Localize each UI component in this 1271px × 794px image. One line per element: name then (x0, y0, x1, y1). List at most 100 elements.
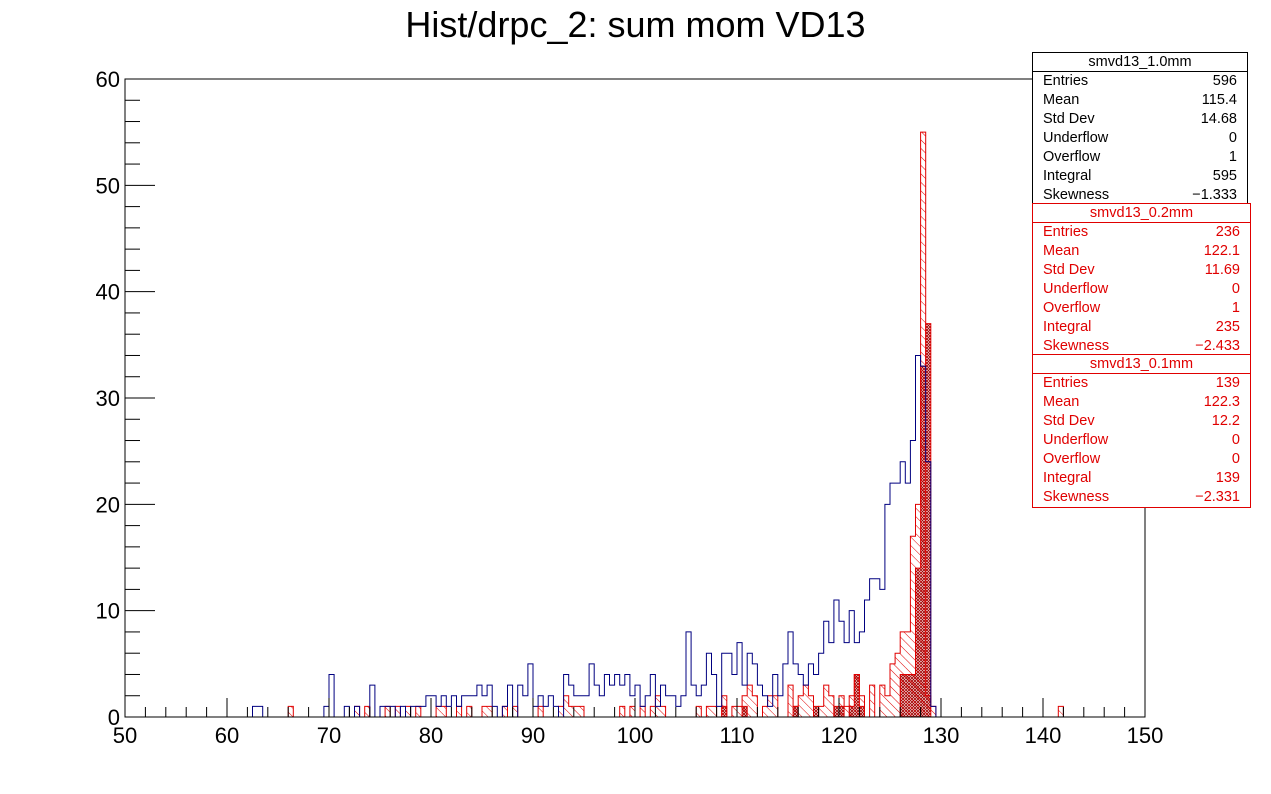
stats-value: 0 (1231, 281, 1240, 297)
bin-smvd13_0.2mm (385, 706, 391, 717)
x-tick-label: 60 (215, 723, 239, 748)
stats-label: Std Dev (1043, 111, 1095, 127)
bin-smvd13_0.2mm (711, 706, 717, 717)
stats-label: Overflow (1043, 451, 1101, 467)
stats-value: 139 (1215, 470, 1240, 486)
stats-value: 0 (1228, 130, 1237, 146)
stats-value: 596 (1212, 73, 1237, 89)
stats-value: −2.331 (1195, 489, 1240, 505)
bin-smvd13_0.2mm (660, 706, 666, 717)
stats-value: 0 (1231, 432, 1240, 448)
stats-row: Overflow 0 (1033, 450, 1250, 469)
bin-smvd13_0.2mm (879, 685, 885, 717)
stats-box-title: smvd13_0.1mm (1033, 355, 1250, 374)
stats-row: Std Dev 12.2 (1033, 412, 1250, 431)
stats-value: 122.1 (1203, 243, 1240, 259)
y-tick-label: 50 (96, 173, 120, 198)
x-tick-label: 50 (113, 723, 137, 748)
stats-label: Underflow (1043, 130, 1109, 146)
stats-label: Skewness (1043, 338, 1110, 354)
bin-smvd13_0.2mm (650, 706, 656, 717)
stats-row: Entries 236 (1033, 223, 1250, 242)
stats-label: Overflow (1043, 149, 1101, 165)
bin-smvd13_0.2mm (747, 685, 753, 717)
bin-smvd13_0.2mm (920, 132, 926, 717)
bin-smvd13_0.2mm (793, 706, 799, 717)
bin-smvd13_0.2mm (696, 706, 702, 717)
bin-smvd13_0.2mm (364, 706, 370, 717)
bin-smvd13_0.2mm (869, 685, 875, 717)
bin-smvd13_0.2mm (884, 695, 890, 717)
stats-label: Std Dev (1043, 262, 1095, 278)
x-tick-label: 130 (923, 723, 960, 748)
bin-smvd13_0.2mm (915, 504, 921, 717)
y-tick-label: 10 (96, 599, 120, 624)
bin-smvd13_0.2mm (762, 706, 768, 717)
stats-value: 0 (1231, 451, 1240, 467)
stats-label: Std Dev (1043, 413, 1095, 429)
bin-smvd13_0.2mm (502, 706, 508, 717)
stats-label: Integral (1043, 319, 1092, 335)
stats-row: Skewness −2.331 (1033, 488, 1250, 507)
stats-label: Skewness (1043, 489, 1110, 505)
bin-smvd13_0.2mm (512, 706, 518, 717)
bin-smvd13_0.2mm (578, 706, 584, 717)
x-tick-label: 100 (617, 723, 654, 748)
stats-row: Skewness −2.433 (1033, 337, 1250, 356)
bin-smvd13_0.2mm (798, 695, 804, 717)
stats-box-01mm: smvd13_0.1mm Entries 139 Mean 122.3 Std Dev 12… (1032, 354, 1251, 508)
stats-value: 115.4 (1201, 92, 1237, 108)
bin-smvd13_0.2mm (487, 706, 493, 717)
stats-row: Mean 115.4 (1033, 91, 1247, 110)
stats-row: Integral 139 (1033, 469, 1250, 488)
stats-label: Integral (1043, 168, 1092, 184)
stats-label: Entries (1043, 224, 1089, 240)
x-tick-label: 110 (719, 723, 754, 748)
bin-smvd13_0.2mm (910, 536, 916, 717)
stats-label: Skewness (1043, 187, 1110, 203)
stats-row: Std Dev 14.68 (1033, 110, 1247, 129)
bin-smvd13_0.2mm (629, 706, 635, 717)
bin-smvd13_0.2mm (482, 706, 488, 717)
x-tick-label: 140 (1025, 723, 1062, 748)
bin-smvd13_0.2mm (415, 706, 421, 717)
bin-smvd13_0.2mm (405, 706, 411, 717)
stats-box-title: smvd13_1.0mm (1033, 53, 1247, 72)
bin-smvd13_0.2mm (803, 685, 809, 717)
bin-smvd13_0.2mm (466, 706, 472, 717)
stats-box-02mm: smvd13_0.2mm Entries 236 Mean 122.1 Std Dev 11… (1032, 203, 1251, 357)
bin-smvd13_0.2mm (706, 706, 712, 717)
bin-smvd13_0.2mm (558, 706, 564, 717)
y-tick-label: 0 (108, 705, 120, 730)
stats-label: Mean (1043, 92, 1080, 108)
stats-row: Underflow 0 (1033, 431, 1250, 450)
stats-row: Integral 595 (1033, 167, 1247, 186)
stats-label: Integral (1043, 470, 1092, 486)
stats-row: Skewness −1.333 (1033, 186, 1247, 205)
bin-smvd13_0.1mm (833, 706, 839, 717)
bin-smvd13_0.2mm (619, 706, 625, 717)
stats-row: Mean 122.3 (1033, 393, 1250, 412)
bin-smvd13_0.2mm (568, 706, 574, 717)
stats-box-1mm: smvd13_1.0mm Entries 596 Mean 115.4 Std Dev 14… (1032, 52, 1248, 206)
series-outline-smvd13_0.1mm (125, 323, 1145, 718)
y-tick-label: 40 (96, 280, 120, 305)
bin-smvd13_0.2mm (538, 706, 544, 717)
bin-smvd13_0.2mm (573, 706, 579, 717)
bin-smvd13_0.1mm (813, 706, 819, 717)
stats-row: Std Dev 11.69 (1033, 261, 1250, 280)
stats-row: Underflow 0 (1033, 129, 1247, 148)
plot-frame (124, 78, 1146, 718)
chart-title: Hist/drpc_2: sum mom VD13 (405, 4, 866, 45)
bin-smvd13_0.2mm (395, 706, 401, 717)
bin-smvd13_0.2mm (900, 631, 906, 717)
stats-value: 12.2 (1211, 413, 1240, 429)
stats-value: 1 (1228, 149, 1237, 165)
bin-smvd13_0.2mm (823, 685, 829, 717)
bin-smvd13_0.2mm (859, 695, 865, 717)
bin-smvd13_0.1mm (925, 323, 931, 717)
bin-smvd13_0.2mm (288, 706, 294, 717)
bin-smvd13_0.2mm (839, 695, 845, 717)
stats-label: Mean (1043, 243, 1080, 259)
bin-smvd13_0.2mm (1058, 706, 1064, 717)
